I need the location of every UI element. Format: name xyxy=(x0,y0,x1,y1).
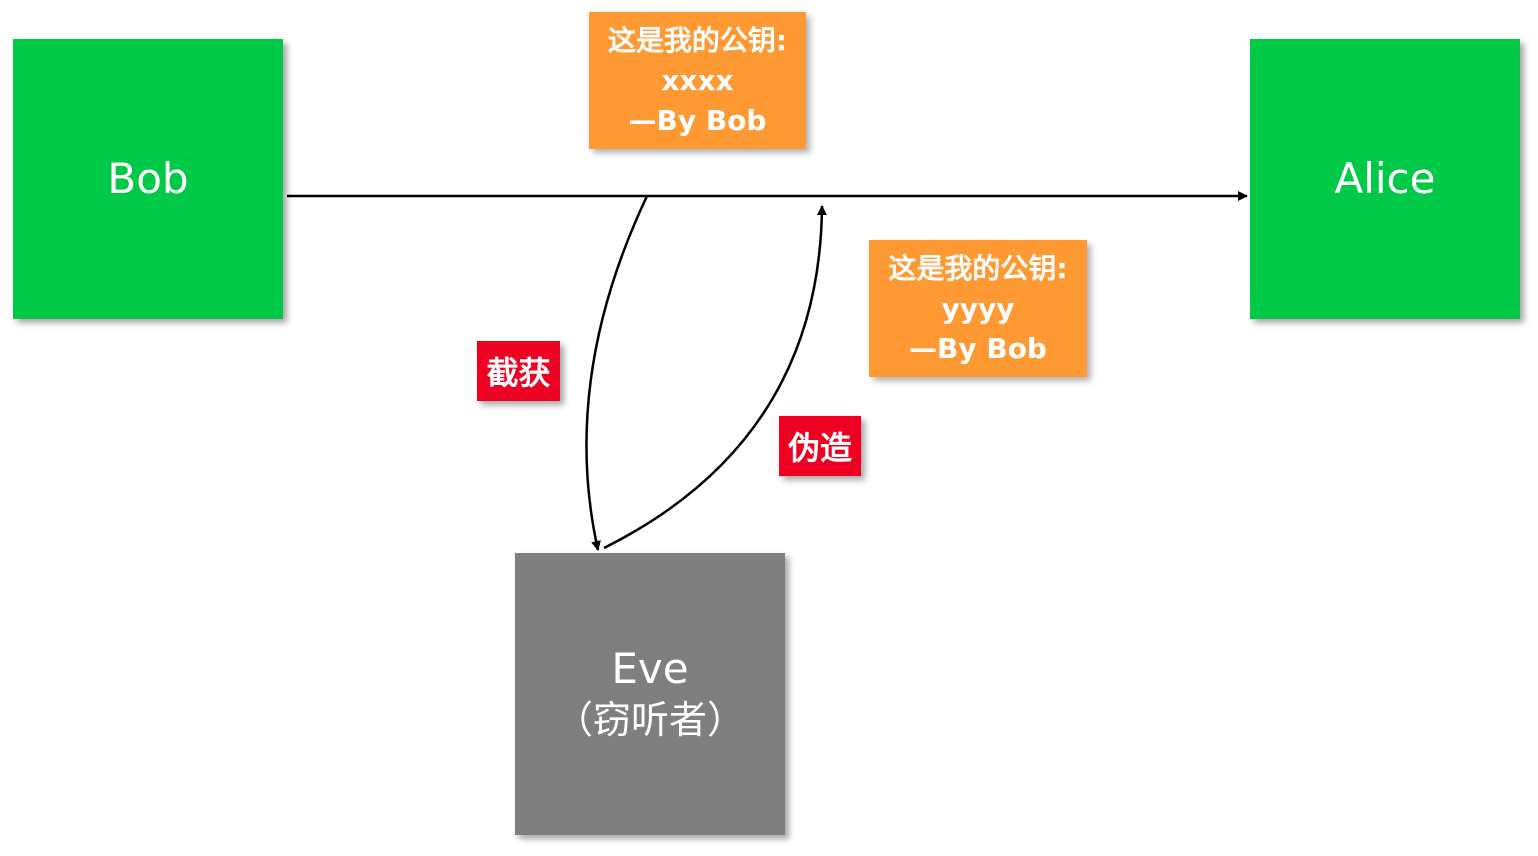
forged-key-line1: 这是我的公钥: xyxy=(888,251,1068,285)
intercept-tag: 截获 xyxy=(477,341,560,401)
eve-label: Eve xyxy=(611,644,689,694)
intercept-arrow xyxy=(585,195,649,551)
eve-sublabel: （窃听者） xyxy=(554,697,745,742)
original-key-line2: xxxx xyxy=(661,63,734,97)
original-key-message: 这是我的公钥: xxxx —By Bob xyxy=(589,12,806,149)
bob-label: Bob xyxy=(107,153,189,203)
forged-key-line2: yyyy xyxy=(941,291,1015,325)
alice-node: Alice xyxy=(1250,39,1520,319)
original-key-line3: —By Bob xyxy=(628,103,767,137)
bob-node: Bob xyxy=(13,39,283,319)
alice-label: Alice xyxy=(1334,153,1436,203)
forge-arrow xyxy=(603,205,827,550)
forged-key-line3: —By Bob xyxy=(909,331,1047,365)
eve-node: Eve （窃听者） xyxy=(515,553,785,835)
forge-tag: 伪造 xyxy=(779,416,861,476)
forged-key-message: 这是我的公钥: yyyy —By Bob xyxy=(869,240,1087,377)
original-key-line1: 这是我的公钥: xyxy=(607,23,788,57)
